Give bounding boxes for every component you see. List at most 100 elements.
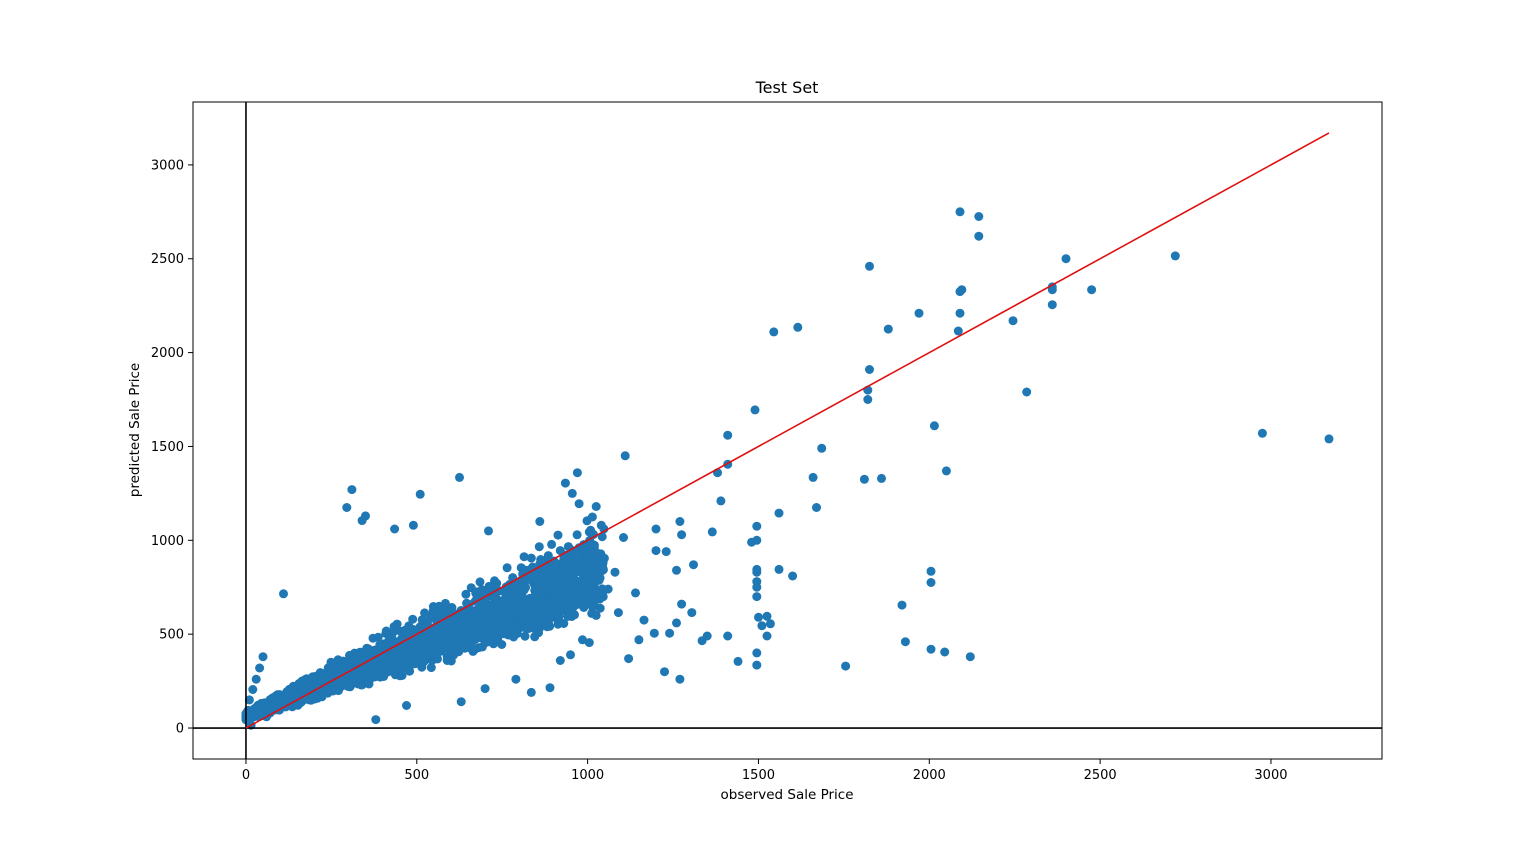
cluster-point <box>547 539 557 549</box>
data-point <box>788 571 798 581</box>
data-point <box>900 637 910 647</box>
data-point <box>572 468 582 478</box>
cluster-point <box>367 663 376 673</box>
cluster-point <box>596 588 606 598</box>
data-point <box>689 560 698 570</box>
data-point <box>940 647 950 657</box>
data-point <box>672 618 681 628</box>
data-point <box>675 674 685 684</box>
data-point <box>661 547 671 557</box>
cluster-point <box>521 599 531 609</box>
cluster-point <box>543 618 553 628</box>
cluster-point <box>475 577 485 587</box>
data-point <box>841 661 851 671</box>
reference-lines <box>193 102 1382 759</box>
cluster-point <box>582 561 592 571</box>
cluster-point <box>502 563 512 573</box>
cluster-point <box>317 674 327 684</box>
cluster-point <box>440 598 450 608</box>
data-point <box>672 565 681 575</box>
cluster-point <box>442 656 452 665</box>
cluster-point <box>385 656 395 666</box>
y-tick-label: 2500 <box>151 252 184 267</box>
cluster-point <box>381 626 391 636</box>
data-point <box>535 517 545 526</box>
data-point <box>251 674 261 684</box>
data-point <box>974 231 984 241</box>
data-point <box>624 654 634 664</box>
data-point <box>484 526 493 536</box>
data-point <box>817 443 827 453</box>
cluster-point <box>510 592 520 602</box>
cluster-point <box>449 643 459 653</box>
cluster-point <box>553 530 563 540</box>
data-point <box>677 599 687 609</box>
cluster-point <box>387 632 397 642</box>
data-point <box>752 648 762 658</box>
data-point <box>965 652 975 662</box>
cluster-point <box>408 614 418 624</box>
data-point <box>511 674 521 684</box>
cluster-point <box>559 592 569 602</box>
cluster-point <box>420 608 430 618</box>
cluster-point <box>536 582 546 592</box>
data-point <box>408 520 418 530</box>
cluster-point <box>364 679 374 689</box>
data-point <box>793 322 803 332</box>
data-point <box>649 628 659 638</box>
data-point <box>929 421 939 431</box>
cluster-point <box>470 644 480 654</box>
data-point <box>402 701 411 710</box>
data-point <box>752 567 762 577</box>
data-point <box>390 524 400 534</box>
data-point <box>974 212 984 221</box>
cluster-point <box>530 632 540 642</box>
data-point <box>752 592 762 602</box>
points-layer <box>241 207 1334 730</box>
data-point <box>665 628 675 638</box>
cluster-point <box>482 601 492 611</box>
data-point <box>808 472 818 482</box>
cluster-point <box>401 652 411 662</box>
data-point <box>651 546 661 556</box>
data-point <box>762 611 772 621</box>
data-point <box>480 684 490 694</box>
data-point <box>1170 251 1180 261</box>
cluster-point <box>559 554 569 564</box>
cluster-point <box>526 571 536 581</box>
data-point <box>955 287 965 297</box>
data-point <box>762 631 772 641</box>
cluster-point <box>371 646 381 656</box>
cluster-point <box>463 613 473 623</box>
cluster-point <box>345 657 355 666</box>
cluster-point <box>454 625 464 635</box>
cluster-point <box>595 603 605 613</box>
data-point <box>1324 434 1334 444</box>
cluster-point <box>536 592 546 601</box>
data-point <box>926 566 936 576</box>
cluster-point <box>508 600 518 610</box>
data-point <box>897 600 907 610</box>
data-point <box>926 578 936 587</box>
data-point <box>1061 254 1071 264</box>
cluster-point <box>273 692 283 702</box>
data-point <box>752 660 762 670</box>
data-point <box>258 652 268 662</box>
data-point <box>687 608 697 618</box>
data-point <box>812 503 821 512</box>
data-point <box>560 478 570 488</box>
cluster-point <box>426 663 436 673</box>
cluster-point <box>404 625 414 635</box>
cluster-point <box>517 608 527 618</box>
data-point <box>702 631 712 641</box>
cluster-point <box>290 688 300 698</box>
data-point <box>610 567 620 577</box>
cluster-point <box>551 591 561 601</box>
y-tick-label: 500 <box>159 628 184 643</box>
cluster-point <box>534 542 544 552</box>
data-point <box>347 485 357 495</box>
data-point <box>596 520 606 530</box>
data-point <box>865 365 874 374</box>
data-point <box>774 564 784 574</box>
cluster-point <box>373 632 383 642</box>
